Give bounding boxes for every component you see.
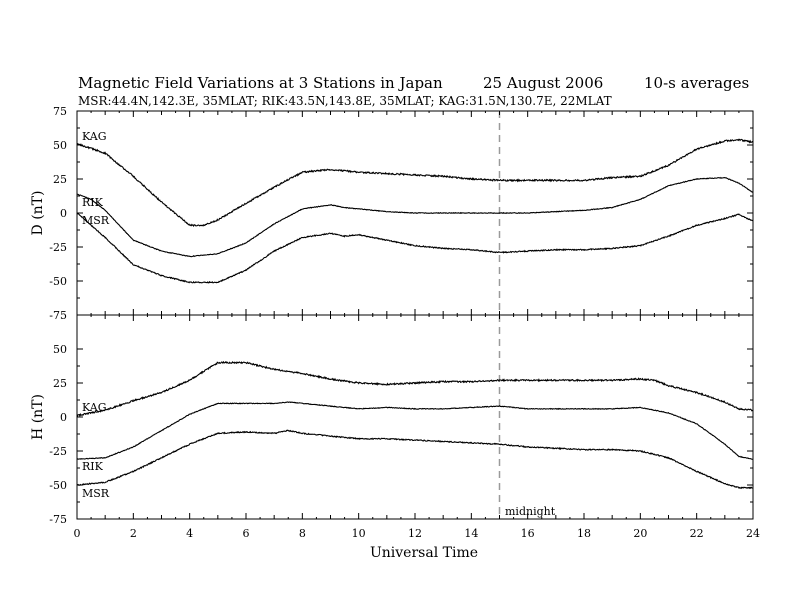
y-tick-label-H: -50 [49, 479, 67, 492]
x-tick-label: 4 [186, 527, 193, 540]
y-tick-label-D: 25 [53, 173, 67, 186]
series-kag-D [76, 138, 754, 228]
chart-date: 25 August 2006 [483, 74, 603, 92]
y-axis-label-D: D (nT) [30, 191, 46, 236]
x-tick-label: 14 [464, 527, 478, 540]
y-tick-label-H: -75 [49, 513, 67, 526]
x-tick-label: 24 [746, 527, 760, 540]
chart-averaging: 10-s averages [644, 74, 749, 92]
x-axis-label: Universal Time [370, 545, 478, 561]
y-axis-label-H: H (nT) [30, 394, 46, 440]
chart-title: Magnetic Field Variations at 3 Stations … [78, 74, 443, 92]
station-coordinates: MSR:44.4N,142.3E, 35MLAT; RIK:43.5N,143.… [78, 94, 612, 108]
series-label-kag-H: KAG [82, 401, 107, 414]
y-tick-label-D: 50 [53, 139, 67, 152]
chart-panels: 75 50 25 0 -25 -50 -75 D (nT) KAG RIK MSR 50 25 0 -25 -… [30, 105, 760, 540]
y-tick-label-H: 50 [53, 343, 67, 356]
plot-frame-H [76, 314, 754, 520]
series-kag-H [76, 360, 754, 418]
y-tick-label-D: -25 [49, 241, 67, 254]
y-tick-label-H: 0 [60, 411, 67, 424]
y-tick-label-D: -75 [49, 309, 67, 322]
series-label-msr-D: MSR [82, 214, 110, 227]
x-tick-label: 16 [521, 527, 535, 540]
series-msr-D [76, 212, 754, 284]
y-tick-label-D: -50 [49, 275, 67, 288]
series-label-rik-D: RIK [82, 196, 104, 209]
series-msr-H [76, 429, 754, 490]
series-label-kag-D: KAG [82, 130, 107, 143]
panel-D: 75 50 25 0 -25 -50 -75 D (nT) KAG RIK MSR [30, 105, 754, 322]
series-label-rik-H: RIK [82, 460, 104, 473]
x-tick-label: 6 [243, 527, 250, 540]
x-tick-label: 12 [408, 527, 422, 540]
y-tick-label-D: 75 [53, 105, 67, 118]
x-tick-label: 20 [633, 527, 647, 540]
x-tick-label: 0 [74, 527, 81, 540]
x-tick-label: 10 [352, 527, 366, 540]
series-label-msr-H: MSR [82, 487, 110, 500]
y-tick-label-H: -25 [49, 445, 67, 458]
x-tick-label: 22 [690, 527, 704, 540]
series-rik-D [76, 176, 754, 258]
midnight-label: midnight [505, 505, 556, 518]
x-tick-label: 8 [299, 527, 306, 540]
x-tick-label: 18 [577, 527, 591, 540]
y-tick-label-H: 25 [53, 377, 67, 390]
y-tick-label-D: 0 [60, 207, 67, 220]
x-tick-label: 2 [130, 527, 137, 540]
series-rik-H [76, 401, 754, 460]
